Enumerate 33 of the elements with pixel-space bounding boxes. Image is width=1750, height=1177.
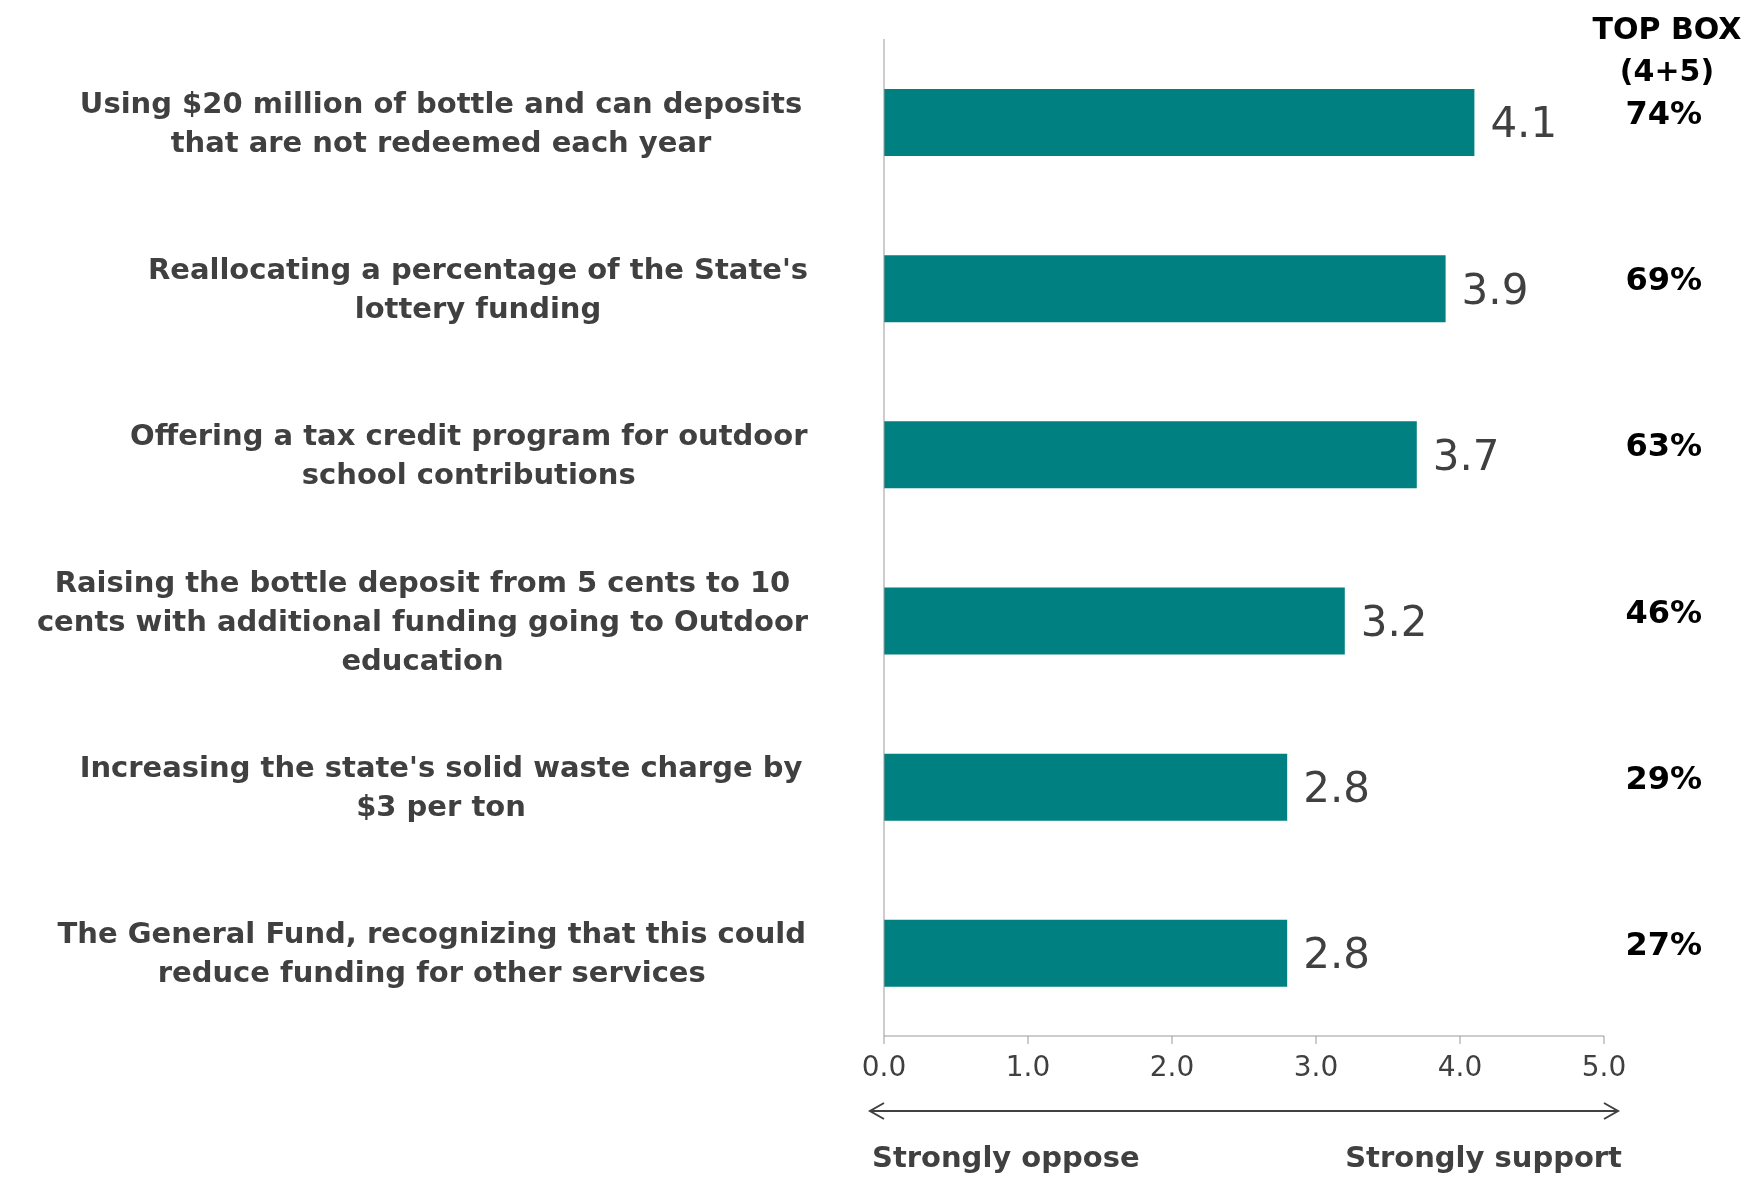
- y-tick-label: The General Fund, recognizing that this could reduce funding for other services: [57, 916, 806, 990]
- text: 63%: [1625, 426, 1702, 465]
- text: 46%: [1625, 592, 1702, 631]
- bar: [884, 421, 1417, 489]
- text: Strongly support: [1345, 1140, 1622, 1174]
- annotation: TOP BOX (4+5): [1592, 10, 1742, 90]
- text: 69%: [1625, 260, 1702, 299]
- y-tick-label: Raising the bottle deposit from 5 cents to 10 cents with additional funding going to Outdoor education: [36, 564, 809, 677]
- text: 74%: [1625, 94, 1702, 133]
- x-tick-label: 1.0: [1005, 1049, 1051, 1083]
- text: 29%: [1625, 758, 1702, 797]
- y-tick-label: Using $20 million of bottle and can deposits that are not redeemed each year: [79, 85, 803, 159]
- bar: [884, 587, 1345, 655]
- text: 27%: [1625, 924, 1702, 963]
- y-tick-label: Increasing the state's solid waste charge by $3 per ton: [79, 750, 803, 824]
- data-label: 2.8: [1303, 763, 1370, 813]
- bar: [884, 255, 1446, 323]
- data-label: 3.7: [1432, 430, 1500, 480]
- y-tick-label: Offering a tax credit program for outdoor school contributions: [130, 417, 809, 491]
- x-tick-label: 4.0: [1437, 1049, 1483, 1083]
- bar: [884, 919, 1288, 987]
- x-tick-label: 0.0: [861, 1049, 907, 1083]
- data-label: 3.2: [1360, 596, 1428, 646]
- x-tick-label: 3.0: [1293, 1049, 1339, 1083]
- y-tick-label: Reallocating a percentage of the State's lottery funding: [147, 251, 809, 325]
- bar: [884, 753, 1288, 821]
- bar: [884, 89, 1475, 156]
- data-label: 4.1: [1490, 98, 1558, 148]
- data-label: 3.9: [1461, 264, 1529, 314]
- data-label: 2.8: [1303, 929, 1370, 979]
- x-tick-label: 5.0: [1581, 1049, 1627, 1083]
- x-tick-label: 2.0: [1149, 1049, 1195, 1083]
- text: Strongly oppose: [872, 1140, 1140, 1174]
